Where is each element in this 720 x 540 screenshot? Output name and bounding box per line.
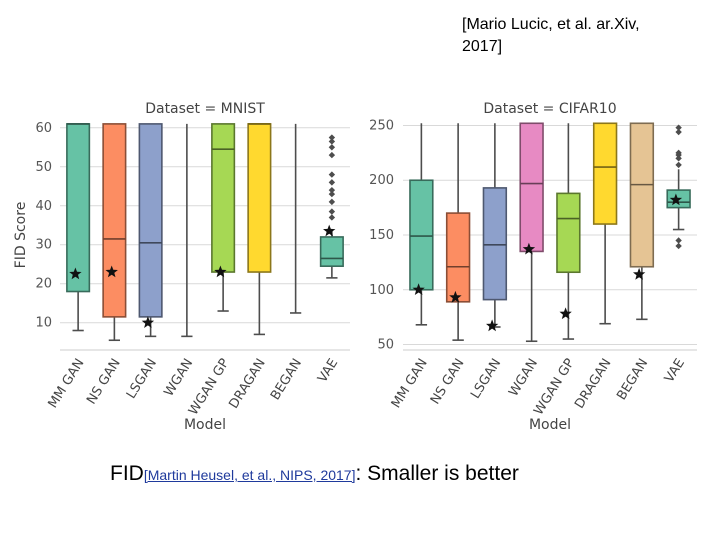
panel-1-outlier-point: [328, 214, 336, 221]
citation-top-line-2: 2017]: [462, 38, 503, 55]
panel-2-ytick-label: 100: [369, 283, 394, 298]
panel-2-xtick-label: NS GAN: [428, 356, 468, 407]
citation-top: [Mario Lucic, et al. ar.Xiv, 2017]: [462, 14, 712, 58]
panel-1-xtick-label: VAE: [315, 356, 341, 385]
panel-2-title: Dataset = CIFAR10: [483, 101, 616, 117]
panel-2-xtick-label: DRAGAN: [572, 356, 614, 411]
panel-2-best-score-star: [633, 267, 646, 280]
panel-1-box: [319, 236, 344, 267]
panel-2-best-score-star: [559, 307, 572, 320]
panel-2-box: [556, 192, 581, 274]
panel-1-ytick-label: 50: [35, 160, 52, 175]
panel-2-xtick-label: VAE: [662, 356, 688, 385]
panel-2-xlabel: Model: [529, 417, 571, 433]
panel-2-ytick-label: 50: [377, 338, 394, 353]
panel-2-best-score-star: [522, 242, 536, 255]
panel-1-box: [247, 123, 272, 273]
panel-2-ytick-label: 150: [369, 228, 394, 243]
panel-2-best-score-star: [449, 290, 462, 303]
caption-reference-link[interactable]: [Martin Heusel, et al., NIPS, 2017]: [143, 467, 356, 483]
panel-2-xtick-label: BEGAN: [614, 356, 651, 403]
panel-1-xlabel: Model: [184, 417, 226, 433]
panel-1-outlier-point: [328, 186, 336, 194]
panel-1-best-score-star: [323, 224, 336, 237]
panel-1-xtick-label: DRAGAN: [226, 356, 268, 411]
panel-1-outlier-point: [328, 198, 336, 206]
panel-1-xtick-label: BEGAN: [268, 356, 305, 403]
panel-1-ytick-label: 60: [35, 121, 52, 136]
slide-caption: FID[Martin Heusel, et al., NIPS, 2017]: …: [110, 462, 519, 486]
panel-2-box: [519, 122, 544, 253]
panel-1-outlier-point: [328, 171, 336, 178]
panel-1-outlier-point: [328, 179, 336, 186]
panel-1-outlier-point: [328, 144, 336, 151]
panel-1-ylabel: FID Score: [13, 202, 29, 269]
panel-1-outlier-point: [328, 208, 336, 215]
panel-1-ytick-label: 30: [35, 238, 52, 253]
panel-1-ytick-label: 20: [35, 277, 52, 292]
panel-2-box: [409, 179, 434, 291]
panel-2-best-score-star: [486, 319, 499, 332]
panel-2-outlier-point: [675, 155, 682, 162]
panel-1-box: [211, 123, 236, 273]
panel-1-outlier-point: [328, 138, 336, 145]
panel-1-box: [138, 123, 163, 318]
panel-1-best-score-star: [69, 267, 82, 280]
panel-1-xtick-label: LSGAN: [124, 356, 160, 401]
citation-top-line-1: [Mario Lucic, et al. ar.Xiv,: [462, 16, 640, 33]
panel-1-xtick-label: MM GAN: [46, 356, 88, 411]
panel-1-best-score-star: [214, 265, 227, 278]
panel-2-box: [445, 212, 471, 303]
caption-prefix: FID: [110, 462, 144, 485]
panel-2-box: [592, 122, 618, 225]
panel-2-box: [482, 187, 508, 301]
panel-1-ytick-label: 40: [35, 199, 52, 214]
panel-1-title: Dataset = MNIST: [145, 101, 265, 117]
panel-2-xtick-label: MM GAN: [389, 356, 431, 411]
panel-2-outlier-point: [675, 237, 682, 244]
panel-2-ytick-label: 200: [369, 173, 394, 188]
panel-2-best-score-star: [669, 193, 683, 206]
panel-2-outlier-point: [675, 128, 682, 136]
panel-2-outlier-point: [675, 124, 682, 131]
panel-1-xtick-label: NS GAN: [84, 356, 124, 407]
panel-1-best-score-star: [141, 316, 155, 328]
panel-2-xtick-label: LSGAN: [468, 356, 504, 401]
panel-1-ytick-label: 10: [35, 316, 52, 331]
panel-1-xtick-label: WGAN: [162, 356, 197, 399]
panel-1-outlier-point: [328, 151, 336, 159]
caption-suffix: : Smaller is better: [355, 462, 519, 485]
panel-1-best-score-star: [105, 265, 118, 278]
panel-2-outlier-point: [675, 161, 682, 169]
panel-1-outlier-point: [328, 134, 336, 141]
panel-1-box: [66, 123, 91, 293]
panel-2-outlier-point: [675, 242, 682, 250]
panel-2-xtick-label: WGAN: [506, 356, 541, 399]
panel-1-box: [102, 123, 127, 318]
panel-1-outlier-point: [328, 190, 336, 198]
panel-2-ytick-label: 250: [369, 118, 394, 133]
panel-2-box: [629, 122, 655, 268]
panel-2-outlier-point: [675, 149, 682, 157]
panel-2-best-score-star: [412, 283, 425, 295]
